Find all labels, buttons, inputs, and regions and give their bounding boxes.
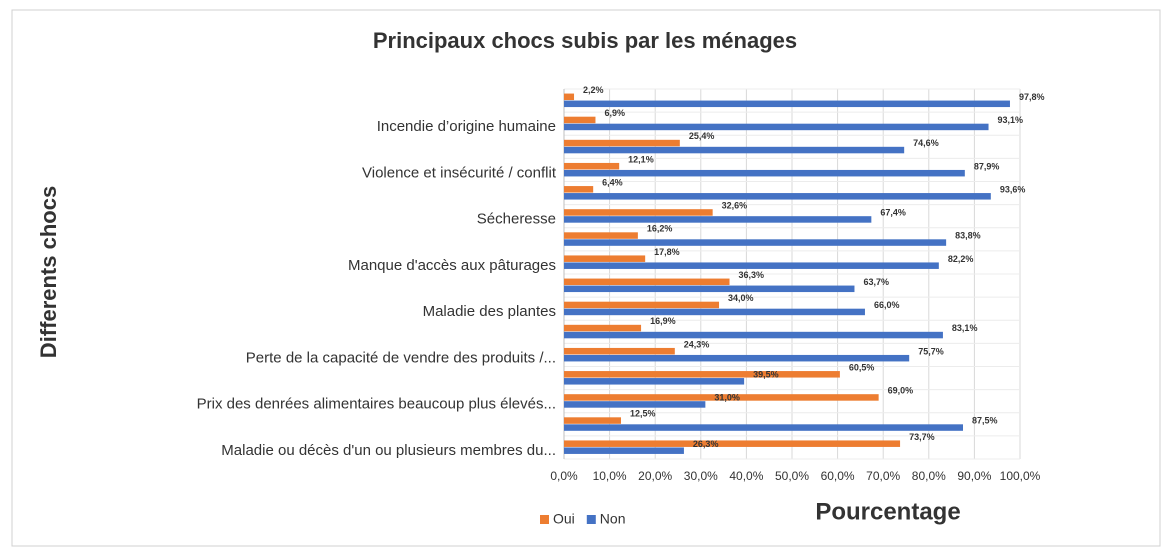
y-tick-label: Sécheresse <box>477 211 556 228</box>
value-label: 97,8% <box>1019 92 1045 102</box>
value-label: 36,3% <box>739 270 765 280</box>
chart-title: Principaux chocs subis par les ménages <box>373 28 797 53</box>
bar <box>564 324 642 332</box>
value-label: 32,6% <box>722 201 748 211</box>
x-tick-label: 70,0% <box>866 469 900 483</box>
bar <box>564 209 713 216</box>
value-label: 39,5% <box>753 369 779 379</box>
bar <box>564 371 840 378</box>
value-label: 67,4% <box>880 208 906 218</box>
bar <box>564 301 720 309</box>
value-label: 60,5% <box>849 362 875 372</box>
y-tick-label: Incendie d’origine humaine <box>377 118 556 135</box>
bar <box>564 285 855 293</box>
value-label: 73,7% <box>909 432 935 442</box>
bar <box>564 378 745 385</box>
value-label: 25,4% <box>689 131 715 141</box>
value-label: 24,3% <box>684 339 710 349</box>
x-tick-label: 50,0% <box>775 469 809 483</box>
bar <box>564 162 620 170</box>
legend-label: Oui <box>553 511 575 527</box>
y-axis-title: Differents chocs <box>36 186 61 358</box>
bar <box>564 169 965 177</box>
x-tick-label: 20,0% <box>638 469 672 483</box>
value-label: 16,2% <box>647 224 673 234</box>
bar <box>564 417 621 424</box>
chart-border <box>11 9 1161 547</box>
y-tick-label: Perte de la capacité de vendre des produ… <box>246 349 556 366</box>
y-tick-label: Prix des denrées alimentaires beaucoup p… <box>197 396 556 413</box>
bar <box>564 193 991 200</box>
bar <box>564 401 706 408</box>
value-label: 34,0% <box>728 293 754 303</box>
value-label: 6,4% <box>602 177 623 187</box>
value-label: 87,9% <box>974 161 1000 171</box>
value-label: 12,1% <box>628 154 654 164</box>
value-label: 93,6% <box>1000 184 1026 194</box>
bar <box>564 93 575 101</box>
y-tick-label: Violence et insécurité / conflit <box>362 164 557 181</box>
value-label: 82,2% <box>948 254 974 264</box>
bar <box>564 440 901 447</box>
bar <box>564 424 963 431</box>
bar <box>564 116 596 124</box>
bar <box>564 262 939 269</box>
y-tick-label: Manque d'accès aux pâturages <box>348 257 556 274</box>
bar <box>564 278 730 286</box>
value-label: 74,6% <box>913 138 939 148</box>
x-tick-label: 100,0% <box>1000 469 1041 483</box>
x-tick-label: 10,0% <box>593 469 627 483</box>
bar <box>564 123 989 131</box>
bar <box>564 239 947 246</box>
x-axis-title: Pourcentage <box>815 498 960 525</box>
value-label: 69,0% <box>888 386 914 396</box>
bar <box>564 331 943 339</box>
x-tick-label: 30,0% <box>684 469 718 483</box>
legend-label: Non <box>600 511 626 527</box>
bar <box>564 394 879 401</box>
value-label: 17,8% <box>654 247 680 257</box>
bar <box>564 232 638 239</box>
value-label: 83,8% <box>955 231 981 241</box>
x-tick-label: 0,0% <box>550 469 578 483</box>
bar <box>564 139 680 147</box>
value-label: 16,9% <box>650 316 676 326</box>
y-tick-label: Maladie des plantes <box>423 303 556 320</box>
legend-swatch <box>540 515 549 524</box>
x-tick-label: 80,0% <box>912 469 946 483</box>
bar <box>564 347 675 355</box>
x-tick-label: 90,0% <box>957 469 991 483</box>
x-tick-label: 60,0% <box>821 469 855 483</box>
bar <box>564 354 910 362</box>
bar <box>564 100 1010 108</box>
value-label: 87,5% <box>972 416 998 426</box>
bar <box>564 255 646 262</box>
value-label: 6,9% <box>604 108 625 118</box>
value-label: 66,0% <box>874 300 900 310</box>
value-label: 83,1% <box>952 323 978 333</box>
value-label: 31,0% <box>714 393 740 403</box>
bar <box>564 186 594 193</box>
value-label: 75,7% <box>918 346 944 356</box>
bar <box>564 447 684 454</box>
bar <box>564 216 872 223</box>
legend-swatch <box>586 515 596 524</box>
value-label: 26,3% <box>693 439 719 449</box>
bar <box>564 308 865 316</box>
x-tick-label: 40,0% <box>729 469 763 483</box>
bar <box>564 146 905 154</box>
value-label: 93,1% <box>998 115 1024 125</box>
y-tick-label: Maladie ou décès d'un ou plusieurs membr… <box>221 442 556 459</box>
value-label: 63,7% <box>863 277 889 287</box>
value-label: 12,5% <box>630 409 656 419</box>
value-label: 2,2% <box>583 85 604 95</box>
